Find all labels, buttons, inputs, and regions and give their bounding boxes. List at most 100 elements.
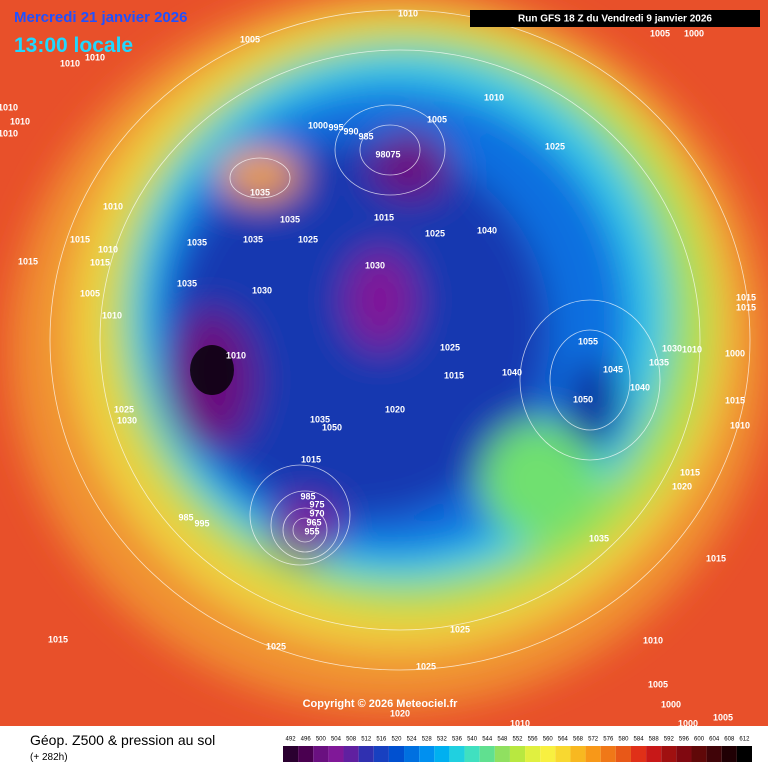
- color-label: 524: [407, 737, 418, 743]
- isobar-label: 1025: [425, 228, 445, 238]
- color-swatch: [388, 746, 405, 762]
- isobar-label: 1020: [385, 404, 405, 414]
- isobar-label: 1010: [98, 244, 118, 254]
- isobar-label: 1025: [440, 342, 460, 352]
- isobar-label: 98075: [375, 149, 400, 159]
- isobar-label: 1035: [250, 187, 270, 197]
- color-label: 528: [422, 737, 433, 743]
- color-label: 580: [618, 737, 629, 743]
- color-label: 500: [316, 737, 327, 743]
- isobar-label: 985: [178, 512, 193, 522]
- field-purple-low: [345, 250, 415, 350]
- color-swatch: [706, 746, 722, 762]
- isobar-label: 1010: [398, 8, 418, 18]
- color-label: 560: [543, 737, 554, 743]
- isobar-label: 1015: [736, 292, 756, 302]
- color-swatch: [600, 746, 616, 762]
- color-label: 556: [528, 737, 539, 743]
- color-swatch: [298, 746, 314, 762]
- isobar-label: 985: [358, 131, 373, 141]
- color-swatch: [585, 746, 601, 762]
- isobar-label: 1020: [672, 481, 692, 491]
- color-swatch: [736, 746, 752, 762]
- color-label: 508: [346, 737, 357, 743]
- color-label: 576: [603, 737, 614, 743]
- isobar-label: 1000: [308, 120, 328, 130]
- color-swatch: [343, 746, 359, 762]
- isobar-label: 1015: [725, 395, 745, 405]
- color-swatch: [464, 746, 480, 762]
- isobar-label: 1000: [684, 28, 704, 38]
- isobar-label: 1000: [725, 348, 745, 358]
- isobar-label: 1015: [374, 212, 394, 222]
- isobar-label: 1025: [450, 624, 470, 634]
- field-core: [190, 345, 234, 395]
- color-label: 516: [376, 737, 387, 743]
- footer-title: Géop. Z500 & pression au sol: [30, 732, 215, 748]
- isobar-label: 1005: [80, 288, 100, 298]
- isobar-label: 1010: [102, 310, 122, 320]
- isobar-label: 1020: [390, 708, 410, 718]
- color-swatch: [358, 746, 374, 762]
- color-swatch: [479, 746, 495, 762]
- color-swatch: [661, 746, 677, 762]
- isobar-label: 1015: [301, 454, 321, 464]
- footer-lead: (+ 282h): [30, 752, 68, 763]
- color-label: 600: [694, 737, 705, 743]
- color-swatch: [630, 746, 647, 762]
- field-purple-low: [270, 500, 340, 560]
- isobar-label: 1015: [680, 467, 700, 477]
- isobar-label: 1005: [240, 34, 260, 44]
- isobar-label: 1005: [650, 28, 670, 38]
- color-label: 548: [497, 737, 508, 743]
- color-label: 584: [634, 737, 645, 743]
- color-label: 520: [391, 737, 402, 743]
- isobar-label: 1035: [280, 214, 300, 224]
- field-purple-low: [370, 130, 450, 200]
- color-label: 532: [437, 737, 448, 743]
- isobar-label: 975: [309, 499, 324, 509]
- color-label: 612: [739, 737, 750, 743]
- isobar-label: 1030: [365, 260, 385, 270]
- isobar-label: 1000: [678, 718, 698, 728]
- color-label: 604: [709, 737, 720, 743]
- color-label: 536: [452, 737, 463, 743]
- isobar-label: 1030: [662, 343, 682, 353]
- color-label: 596: [679, 737, 690, 743]
- isobar-label: 1035: [310, 414, 330, 424]
- color-label: 564: [558, 737, 569, 743]
- field-orange-high: [220, 150, 300, 200]
- isobar-label: 1010: [510, 718, 530, 728]
- run-info: Run GFS 18 Z du Vendredi 9 janvier 2026: [518, 14, 712, 25]
- color-swatch: [646, 746, 662, 762]
- color-swatch: [283, 746, 299, 762]
- isobar-label: 1000: [661, 699, 681, 709]
- isobar-label: 1010: [0, 128, 18, 138]
- isobar-label: 1050: [322, 422, 342, 432]
- isobar-label: 1010: [730, 420, 750, 430]
- isobar-label: 1030: [252, 285, 272, 295]
- color-swatch: [328, 746, 344, 762]
- color-swatch: [691, 746, 707, 762]
- color-label: 496: [301, 737, 312, 743]
- color-swatch: [509, 746, 526, 762]
- color-label: 540: [467, 737, 478, 743]
- color-label: 572: [588, 737, 599, 743]
- isobar-label: 1025: [416, 661, 436, 671]
- isobar-label: 965: [306, 517, 321, 527]
- color-swatch: [555, 746, 571, 762]
- color-label: 504: [331, 737, 342, 743]
- color-label: 588: [649, 737, 660, 743]
- isobar-label: 1030: [117, 415, 137, 425]
- color-swatch: [434, 746, 450, 762]
- copyright: Copyright © 2026 Meteociel.fr: [303, 698, 459, 710]
- isobar-label: 1015: [90, 257, 110, 267]
- isobar-label: 1005: [713, 712, 733, 722]
- color-label: 492: [286, 737, 297, 743]
- color-swatch: [540, 746, 556, 762]
- color-swatch: [449, 746, 465, 762]
- isobar-label: 1015: [48, 634, 68, 644]
- color-scale: 492 496 500 504 508 512 516 520 524 528 532 536 540 5…: [283, 737, 752, 762]
